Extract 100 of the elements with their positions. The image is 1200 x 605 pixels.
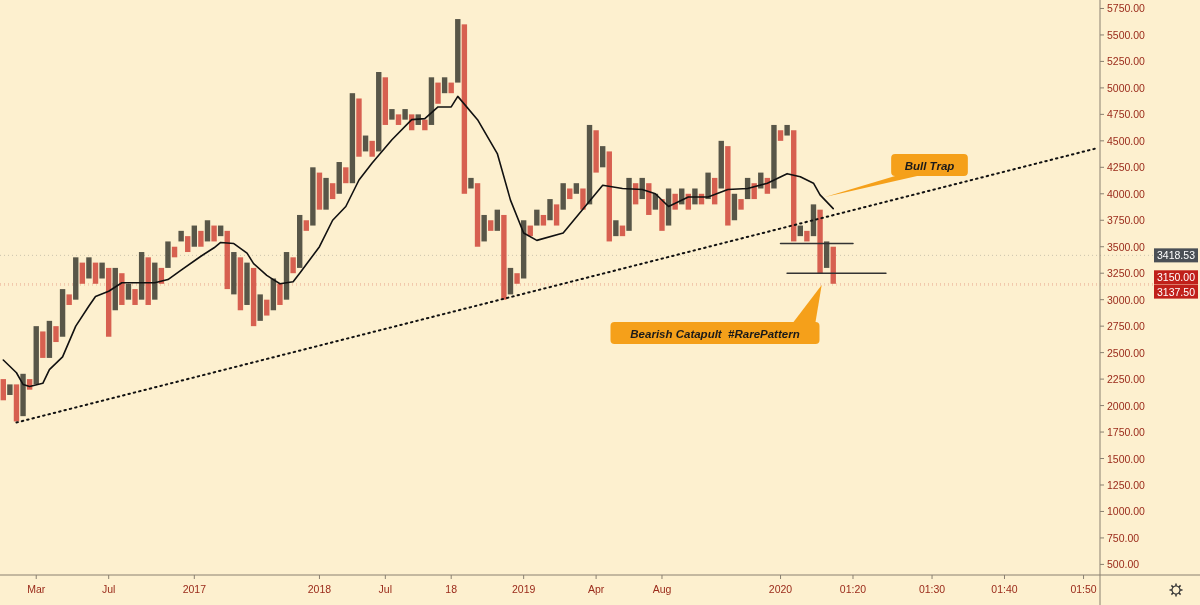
x-tick-label: Jul <box>378 583 393 595</box>
y-tick-label: 2750.00 <box>1107 320 1146 333</box>
bar <box>46 320 53 358</box>
bar <box>573 183 580 194</box>
line-series <box>2 95 835 388</box>
y-tick-label: 4750.00 <box>1107 108 1146 121</box>
y-tick-label: 3250.00 <box>1107 267 1146 280</box>
y-tick-label: 4000.00 <box>1107 187 1146 200</box>
bar <box>593 130 599 173</box>
bar <box>79 262 86 284</box>
bar <box>297 214 303 268</box>
bar <box>92 262 99 284</box>
bar <box>264 299 270 316</box>
bar <box>468 177 474 189</box>
bar <box>86 257 92 279</box>
y-tick-label: 1000.00 <box>1107 505 1146 518</box>
y-tick-label: 5250.00 <box>1107 55 1146 68</box>
bar <box>586 124 593 205</box>
bar <box>725 146 731 226</box>
bar <box>231 252 237 295</box>
bar <box>105 267 112 337</box>
bar <box>277 283 283 305</box>
bar <box>132 289 138 305</box>
ref-line-label: 3150.00 <box>1157 271 1196 284</box>
bar <box>784 124 790 136</box>
bar <box>817 209 823 274</box>
bar <box>369 140 375 157</box>
bar <box>718 140 724 189</box>
bar <box>40 331 46 358</box>
bar <box>402 109 408 120</box>
y-tick-label: 3000.00 <box>1107 293 1146 306</box>
y-tick-label: 750.00 <box>1107 531 1140 544</box>
bar <box>435 82 441 104</box>
bar <box>20 373 26 417</box>
bar <box>310 167 316 226</box>
bar <box>382 77 389 125</box>
bar <box>376 72 382 152</box>
bar <box>303 220 309 231</box>
bar <box>0 379 6 401</box>
annotation: Bull Trap <box>904 159 955 172</box>
bar <box>349 93 356 184</box>
y-tick-label: 4250.00 <box>1107 161 1146 174</box>
ref-line-label: 3137.50 <box>1157 285 1196 298</box>
y-tick-label: 5000.00 <box>1107 81 1146 94</box>
y-tick-label: 5750.00 <box>1107 2 1146 15</box>
bar <box>336 162 342 194</box>
bar <box>514 273 520 284</box>
bar <box>455 19 461 83</box>
y-tick-label: 2000.00 <box>1107 399 1146 412</box>
bar <box>422 119 428 131</box>
x-tick-label: 01:50 <box>1070 583 1097 595</box>
bar <box>125 283 132 300</box>
bar <box>316 172 323 210</box>
bar <box>461 24 468 194</box>
x-tick-label: 2017 <box>182 583 207 595</box>
bar <box>283 252 290 300</box>
bar <box>13 384 20 422</box>
x-tick-label: Aug <box>652 583 672 595</box>
y-tick-label: 1750.00 <box>1107 426 1146 439</box>
y-tick-label: 4500.00 <box>1107 134 1146 147</box>
bar <box>33 326 39 385</box>
bar <box>705 172 711 200</box>
y-tick-label: 3500.00 <box>1107 240 1146 253</box>
bar <box>237 257 244 311</box>
bar <box>211 225 217 242</box>
bar <box>613 220 619 237</box>
bar <box>395 114 402 125</box>
y-tick-label: 500.00 <box>1107 558 1140 571</box>
bar <box>540 214 547 226</box>
bar <box>488 220 494 231</box>
annotation: Bearish Catapult #RarePattern <box>630 327 800 340</box>
x-tick-label: 2018 <box>307 583 332 595</box>
bar <box>580 188 586 210</box>
x-tick-label: Mar <box>27 583 46 595</box>
bar <box>731 193 738 221</box>
bar <box>481 214 487 242</box>
x-tick-label: 01:20 <box>839 583 867 595</box>
bar <box>738 199 744 210</box>
x-tick-label: 2019 <box>511 583 536 595</box>
bar <box>553 204 560 226</box>
bar <box>178 230 184 242</box>
bar <box>626 177 632 231</box>
bar <box>547 199 553 221</box>
y-tick-label: 1250.00 <box>1107 478 1146 491</box>
bar <box>250 267 257 327</box>
bar <box>185 236 191 253</box>
bar <box>474 183 481 247</box>
bar <box>257 294 263 321</box>
bar <box>810 204 817 237</box>
x-tick-label: 18 <box>445 583 458 595</box>
bar <box>389 109 395 120</box>
bar <box>777 130 784 141</box>
bar <box>567 188 573 200</box>
bar <box>356 98 362 157</box>
bar <box>7 384 13 395</box>
bar <box>534 209 540 226</box>
bar <box>600 146 606 168</box>
bar <box>665 188 672 226</box>
y-tick-label: 1500.00 <box>1107 452 1146 465</box>
x-tick-label: Apr <box>587 583 605 595</box>
